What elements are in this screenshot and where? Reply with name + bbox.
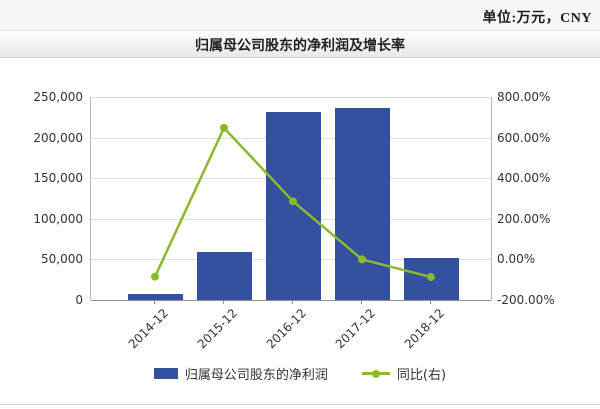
yoy-point-2017-12 (358, 255, 366, 264)
x-axis-label-text: 2017-12 (332, 306, 378, 352)
legend-bar-swatch (153, 368, 178, 379)
plot-area (90, 97, 492, 301)
yoy-point-2016-12 (289, 197, 297, 206)
x-axis-tick (154, 300, 155, 304)
y-axis-right-tick-label: 800.00% (497, 90, 551, 104)
header-strip: 单位:万元，CNY (0, 0, 600, 31)
yoy-line-chart (151, 123, 435, 282)
y-axis-left-tick-label: 250,000 (33, 90, 83, 104)
x-axis-tick (361, 300, 362, 304)
legend-net-profit-label: 归属母公司股东的净利润 (184, 368, 328, 383)
bar-2014-12 (127, 293, 183, 300)
gridline (91, 97, 491, 98)
y-axis-left-tick-label: 100,000 (33, 211, 83, 226)
legend-line-swatch (361, 369, 390, 378)
y-axis-right-tick-label: -200.00% (497, 293, 555, 307)
y-axis-right-tick-label: 200.00% (497, 211, 551, 226)
x-axis-tick (430, 300, 431, 304)
yoy-point-2014-12 (151, 272, 159, 281)
x-axis-line (91, 300, 491, 301)
legend-yoy-label: 同比(右) (396, 368, 447, 383)
legend: 归属母公司股东的净利润 同比(右) (0, 364, 600, 383)
title-bar: 归属母公司股东的净利润及增长率 (0, 32, 600, 58)
y-axis-left-tick-label: 50,000 (41, 252, 83, 267)
x-axis-label-text: 2016-12 (263, 306, 309, 352)
y-axis-left-tick-label: 0 (75, 293, 83, 307)
x-axis-tick (292, 300, 293, 304)
chart-title: 归属母公司股东的净利润及增长率 (195, 38, 405, 54)
y-axis-left-tick-label: 200,000 (33, 130, 83, 145)
legend-line-dot-icon (371, 369, 380, 378)
bar-2017-12 (334, 107, 390, 300)
legend-item-yoy: 同比(右) (361, 364, 447, 383)
x-axis-label-text: 2015-12 (194, 306, 240, 352)
y-axis-right-tick-label: 400.00% (497, 171, 551, 186)
x-axis-tick (223, 300, 224, 304)
yoy-point-2015-12 (220, 123, 228, 132)
bar-2016-12 (265, 111, 321, 300)
x-axis-label-text: 2018-12 (401, 306, 447, 352)
bar-2015-12 (196, 252, 252, 300)
legend-item-net-profit: 归属母公司股东的净利润 (153, 364, 328, 383)
x-axis-label-text: 2014-12 (125, 306, 171, 352)
unit-label: 单位:万元，CNY (482, 11, 592, 26)
y-axis-left-tick-label: 150,000 (33, 171, 83, 186)
yoy-point-2018-12 (427, 273, 435, 282)
chart-area: 归属母公司股东的净利润 同比(右) 250,000 800.00% 200,000 6… (0, 59, 600, 405)
y-axis-right-tick-label: 600.00% (497, 130, 551, 145)
y-axis-right-tick-label: 0.00% (497, 252, 536, 267)
